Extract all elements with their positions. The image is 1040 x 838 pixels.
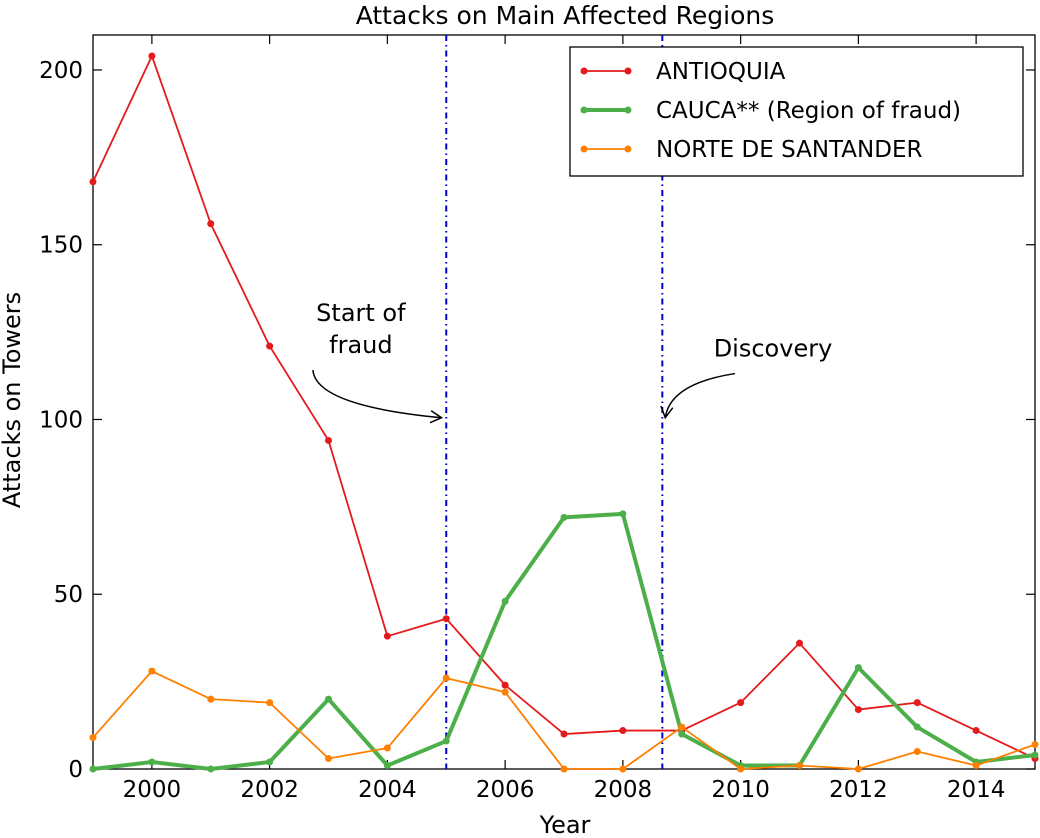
y-tick-label: 200 (39, 58, 83, 84)
annotation-text: Discovery (714, 335, 833, 363)
y-tick-label: 0 (68, 757, 83, 783)
data-point (148, 758, 156, 766)
data-point (560, 730, 568, 738)
data-point (383, 632, 391, 640)
series-line-2 (92, 670, 1036, 770)
data-point (89, 765, 97, 773)
x-tick-label: 2000 (123, 777, 182, 803)
y-tick-label: 150 (39, 233, 83, 259)
data-point (972, 727, 980, 735)
annotation-text: fraud (329, 331, 392, 359)
data-point (913, 748, 921, 756)
x-tick-label: 2014 (947, 777, 1006, 803)
data-point (560, 513, 568, 521)
x-axis-ticks: 2000 2002 2004 2006 2008 2010 2012 2014 (123, 35, 1006, 803)
legend-marker (580, 106, 588, 114)
x-tick-label: 2012 (829, 777, 888, 803)
data-point (207, 695, 215, 703)
data-point (619, 727, 627, 735)
data-point (501, 681, 509, 689)
data-point (560, 765, 568, 773)
legend-label: NORTE DE SANTANDER (656, 137, 922, 163)
annotation-text: Start of (316, 299, 406, 327)
data-point (325, 436, 332, 444)
data-point (913, 723, 921, 731)
data-point (207, 220, 215, 228)
x-tick-label: 2006 (476, 777, 535, 803)
data-point (854, 664, 862, 672)
data-point (972, 762, 980, 770)
x-tick-label: 2008 (594, 777, 653, 803)
x-axis-label: Year (539, 811, 591, 838)
data-point (148, 667, 156, 675)
y-axis-ticks: 0 50 100 150 200 (39, 58, 1035, 783)
data-point (325, 755, 332, 763)
data-point (207, 765, 215, 773)
data-point (89, 734, 97, 742)
legend-label: CAUCA** (Region of fraud) (656, 98, 961, 124)
y-tick-label: 100 (39, 407, 83, 433)
data-point (854, 706, 862, 714)
legend-marker (624, 67, 632, 75)
data-point (266, 342, 274, 350)
annotation-arrow (660, 372, 736, 420)
annotations: Start of fraud Discovery (312, 35, 833, 769)
data-point (501, 688, 509, 696)
data-point (913, 699, 921, 707)
chart-title: Attacks on Main Affected Regions (356, 1, 775, 30)
x-tick-label: 2002 (240, 777, 299, 803)
data-point (442, 737, 450, 745)
data-point (619, 765, 627, 773)
data-point (266, 758, 274, 766)
data-point (737, 765, 745, 773)
legend-marker (624, 106, 632, 114)
data-point (89, 178, 97, 186)
data-point (442, 674, 450, 682)
data-point (737, 699, 745, 707)
data-point (1031, 751, 1039, 759)
data-point (325, 695, 332, 703)
data-point (442, 615, 450, 623)
data-point (678, 723, 686, 731)
data-point (796, 762, 803, 770)
data-point (148, 52, 156, 60)
data-point (678, 730, 686, 738)
data-point (383, 762, 391, 770)
y-tick-label: 50 (54, 582, 83, 608)
data-point (796, 639, 803, 647)
legend-box (569, 46, 1024, 177)
y-axis-label: Attacks on Towers (0, 292, 26, 508)
data-point (619, 510, 627, 518)
data-point (854, 765, 862, 773)
legend-label: ANTIOQUIA (656, 59, 786, 85)
x-tick-label: 2010 (711, 777, 770, 803)
data-point (1031, 741, 1039, 749)
series-layer (89, 52, 1039, 773)
data-point (266, 699, 274, 707)
legend: ANTIOQUIA CAUCA** (Region of fraud) NORTE … (569, 46, 1024, 177)
legend-marker (580, 145, 588, 153)
data-point (501, 597, 509, 605)
legend-marker (624, 145, 632, 153)
data-point (383, 744, 391, 752)
legend-marker (580, 67, 588, 75)
x-tick-label: 2004 (358, 777, 417, 803)
annotation-arrow (312, 369, 444, 424)
